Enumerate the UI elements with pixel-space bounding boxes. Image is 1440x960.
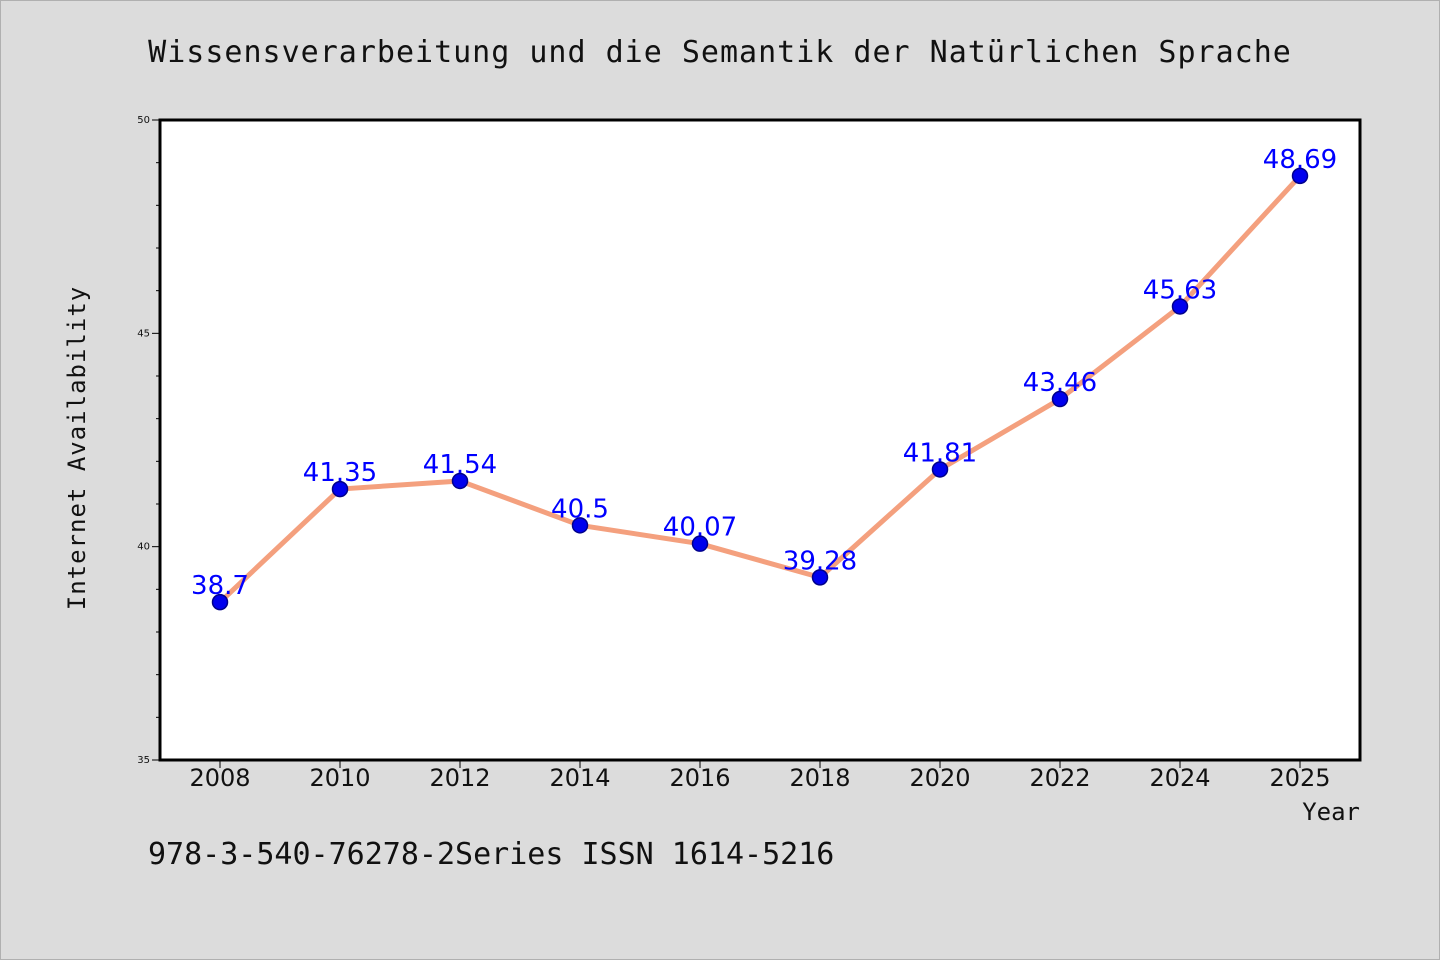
data-point <box>1291 167 1309 185</box>
data-label: 40.5 <box>551 494 609 524</box>
data-point <box>331 480 349 498</box>
data-point <box>691 535 709 552</box>
plot-area <box>158 118 1362 762</box>
x-tick-label: 2012 <box>429 764 490 792</box>
y-tick-label: 45 <box>137 328 150 339</box>
x-tick-label: 2022 <box>1029 764 1090 792</box>
y-tick-label: 50 <box>137 115 150 126</box>
x-axis: 2008 2010 2012 2014 2016 2018 2020 2022 2024 2025 <box>189 760 1331 792</box>
x-tick-label: 2018 <box>789 764 850 792</box>
data-point <box>1051 390 1069 408</box>
data-label: 43.46 <box>1023 368 1097 398</box>
data-point <box>571 517 589 534</box>
y-axis-label: Internet Availability <box>63 286 91 610</box>
data-label: 41.54 <box>423 450 497 480</box>
chart-title: Wissensverarbeitung und die Semantik der… <box>148 35 1292 70</box>
series-group <box>211 167 1309 611</box>
data-point <box>931 461 949 478</box>
data-labels: 38.7 41.35 41.54 40.5 40.07 39.28 41.81 43.46 45… <box>191 145 1337 601</box>
footer-isbn-issn: 978-3-540-76278-2Series ISSN 1614-5216 <box>148 837 834 872</box>
data-point <box>211 593 229 611</box>
y-axis: 35 40 45 50 <box>137 115 160 766</box>
data-point <box>451 472 469 490</box>
data-label: 48.69 <box>1263 145 1337 175</box>
x-tick-label: 2025 <box>1269 764 1330 792</box>
data-label: 41.81 <box>903 438 977 468</box>
x-tick-label: 2008 <box>189 764 250 792</box>
y-tick-label: 40 <box>137 542 150 553</box>
data-label: 39.28 <box>783 546 857 576</box>
series-line <box>218 174 1302 604</box>
data-label: 45.63 <box>1143 275 1217 305</box>
data-label: 41.35 <box>303 458 377 488</box>
data-label: 40.07 <box>663 513 737 543</box>
x-tick-label: 2010 <box>309 764 370 792</box>
x-tick-label: 2020 <box>909 764 970 792</box>
x-tick-label: 2024 <box>1149 764 1210 792</box>
data-label: 38.7 <box>191 571 249 601</box>
x-tick-label: 2014 <box>549 764 610 792</box>
x-tick-label: 2016 <box>669 764 730 792</box>
x-axis-label: Year <box>1302 798 1360 826</box>
data-point <box>1171 298 1189 315</box>
data-point <box>811 569 829 586</box>
y-tick-label: 35 <box>137 755 150 766</box>
